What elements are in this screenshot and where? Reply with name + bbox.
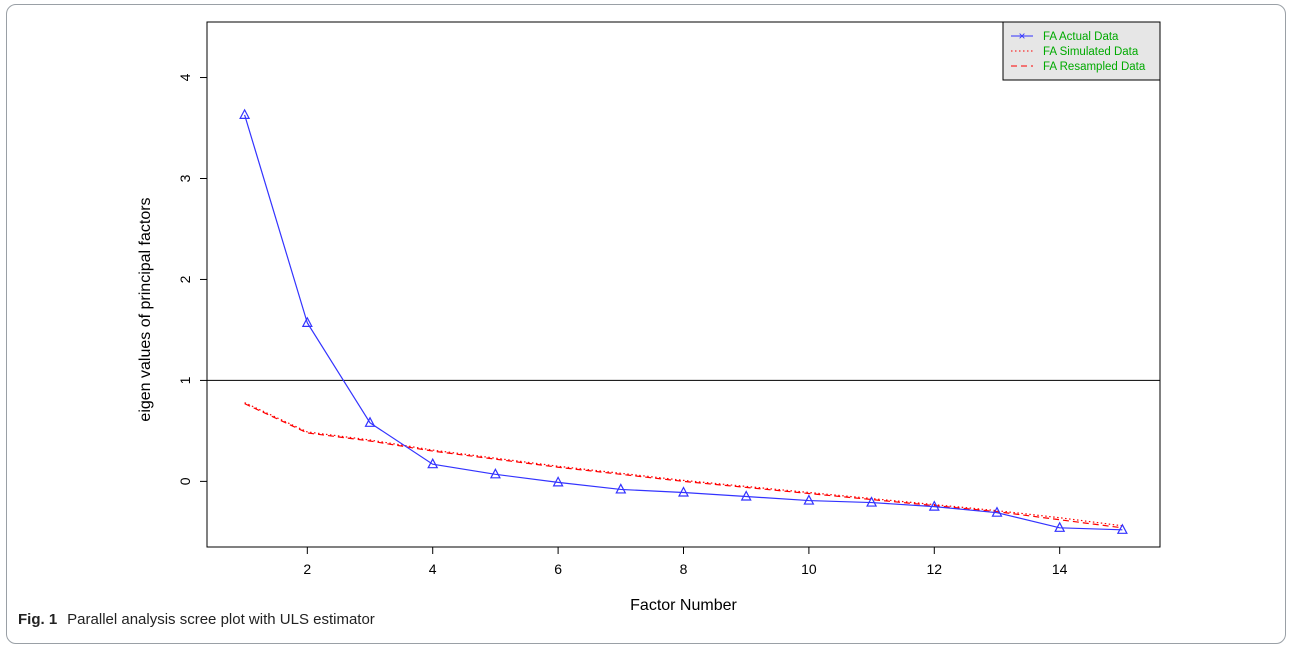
y-tick-label: 2	[177, 275, 193, 283]
legend-marker-icon: ×	[1018, 29, 1025, 43]
actual-data-point	[866, 496, 878, 507]
simulated-data-line	[244, 402, 1123, 527]
actual-data-point	[427, 457, 439, 469]
actual-data-line	[244, 114, 1123, 531]
actual-data-point	[552, 476, 564, 487]
plot-area	[206, 21, 1161, 548]
legend-label: FA Actual Data	[1043, 31, 1119, 43]
y-tick-label: 3	[177, 174, 193, 182]
y-tick-label: 0	[177, 477, 193, 485]
caption-text: Parallel analysis scree plot with ULS es…	[67, 611, 375, 628]
x-tick-label: 8	[680, 561, 688, 577]
x-tick-label: 4	[429, 561, 437, 577]
resampled-data-line	[244, 403, 1123, 529]
actual-data-point	[239, 108, 251, 119]
x-tick-label: 2	[303, 561, 311, 577]
actual-data-point	[803, 494, 815, 505]
x-tick-label: 14	[1052, 561, 1068, 577]
figure-caption: Fig. 1 Parallel analysis scree plot with …	[18, 611, 375, 628]
legend-label: FA Resampled Data	[1043, 61, 1146, 73]
figure-label: Fig. 1	[18, 611, 58, 628]
y-tick-label: 4	[177, 73, 193, 81]
legend-box	[1002, 21, 1161, 81]
actual-data-point	[928, 500, 940, 511]
x-tick-label: 12	[927, 561, 943, 577]
actual-data-point	[991, 506, 1003, 517]
actual-data-point	[301, 316, 313, 327]
y-axis-title: eigen values of principal factors	[137, 197, 154, 421]
actual-data-point	[489, 468, 501, 479]
actual-data-point	[364, 416, 376, 427]
figure-frame	[6, 4, 1286, 644]
actual-data-point	[1054, 521, 1066, 532]
actual-data-point	[678, 486, 689, 497]
x-tick-label: 6	[554, 561, 562, 577]
y-tick-label: 1	[177, 376, 193, 384]
actual-data-point	[615, 483, 627, 494]
actual-data-point	[1116, 523, 1128, 534]
actual-data-point	[740, 490, 752, 501]
legend-label: FA Simulated Data	[1043, 46, 1139, 58]
x-axis-title: Factor Number	[630, 597, 737, 614]
x-tick-label: 10	[801, 561, 817, 577]
